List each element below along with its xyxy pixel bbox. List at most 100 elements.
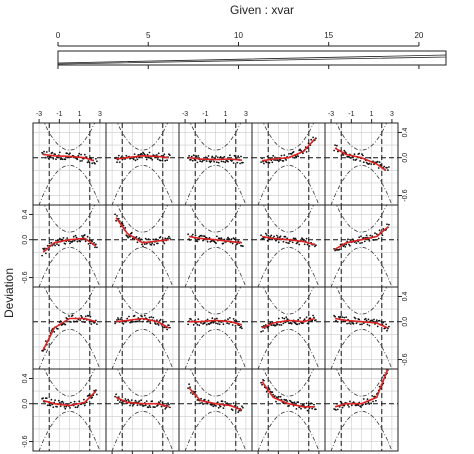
panel-r4-c5 bbox=[324, 368, 399, 452]
data-point bbox=[349, 244, 351, 247]
data-point bbox=[386, 223, 388, 226]
data-point bbox=[134, 399, 137, 402]
data-point bbox=[216, 235, 218, 238]
data-point bbox=[359, 160, 361, 162]
data-point bbox=[279, 235, 282, 238]
data-point bbox=[151, 400, 154, 402]
data-point bbox=[342, 320, 345, 323]
data-point bbox=[237, 155, 240, 158]
data-point bbox=[214, 318, 216, 320]
data-point bbox=[95, 389, 97, 392]
data-point bbox=[61, 158, 64, 161]
data-point bbox=[64, 242, 67, 245]
data-point bbox=[361, 153, 363, 156]
data-point bbox=[359, 242, 361, 245]
data-point bbox=[57, 328, 59, 330]
given-title: Given : xvar bbox=[230, 3, 294, 17]
data-point bbox=[382, 321, 385, 324]
data-point bbox=[155, 323, 157, 325]
data-point bbox=[55, 158, 57, 161]
data-point bbox=[62, 402, 65, 404]
data-point bbox=[156, 242, 159, 245]
panel-plot-area bbox=[325, 123, 398, 205]
data-point bbox=[187, 157, 190, 159]
data-point bbox=[64, 158, 67, 161]
data-point bbox=[117, 317, 119, 319]
data-point bbox=[222, 242, 225, 245]
data-point bbox=[368, 162, 371, 165]
data-point bbox=[314, 245, 316, 248]
data-point bbox=[130, 321, 132, 324]
data-point bbox=[168, 235, 170, 238]
data-point bbox=[129, 404, 131, 407]
data-point bbox=[61, 238, 64, 241]
data-point bbox=[188, 155, 191, 157]
data-point bbox=[83, 153, 86, 156]
data-point bbox=[194, 159, 197, 162]
data-point bbox=[277, 160, 280, 163]
data-point bbox=[144, 404, 147, 407]
y-tick-label-right: -0.6 bbox=[402, 353, 409, 365]
data-point bbox=[341, 316, 344, 318]
data-point bbox=[127, 398, 129, 401]
panel-plot-area bbox=[179, 205, 252, 287]
y-tick-label-right: -0.6 bbox=[402, 189, 409, 201]
data-point bbox=[114, 213, 116, 216]
data-point bbox=[207, 399, 210, 402]
data-point bbox=[77, 154, 80, 157]
data-point bbox=[276, 323, 279, 326]
outer-axes: -3-113-3-113-3-113-3-113-3-1130.40.0-0.6… bbox=[22, 111, 409, 454]
data-point bbox=[79, 160, 82, 162]
y-tick-label-right: 0.0 bbox=[402, 153, 409, 163]
data-point bbox=[131, 321, 134, 323]
data-point bbox=[232, 318, 235, 320]
y-tick-label-right: 0.4 bbox=[402, 291, 409, 301]
data-point bbox=[355, 158, 358, 161]
data-point bbox=[357, 404, 360, 407]
data-point bbox=[239, 162, 242, 165]
data-point bbox=[312, 314, 314, 317]
data-point bbox=[378, 229, 381, 232]
data-point bbox=[64, 407, 67, 410]
panel-plot-area bbox=[106, 369, 179, 451]
data-point bbox=[233, 238, 236, 241]
data-point bbox=[377, 237, 380, 240]
data-point bbox=[310, 402, 313, 405]
data-point bbox=[200, 397, 203, 400]
data-point bbox=[151, 158, 154, 161]
data-point bbox=[266, 239, 269, 242]
data-point bbox=[289, 240, 291, 243]
data-point bbox=[285, 159, 288, 161]
given-intervals bbox=[57, 54, 447, 65]
data-point bbox=[280, 154, 283, 157]
data-point bbox=[145, 158, 148, 161]
data-point bbox=[191, 159, 194, 162]
data-point bbox=[161, 325, 164, 328]
panel-r4-c1 bbox=[32, 368, 107, 452]
data-point bbox=[150, 316, 153, 318]
y-tick-label-left: 0.0 bbox=[22, 235, 29, 245]
data-point bbox=[352, 158, 355, 161]
data-point bbox=[58, 237, 61, 240]
data-point bbox=[121, 222, 124, 225]
data-point bbox=[187, 387, 190, 389]
data-point bbox=[41, 151, 43, 154]
data-point bbox=[203, 235, 206, 238]
panel-r2-c4 bbox=[251, 204, 326, 288]
y-axis-label: Deviation bbox=[2, 268, 16, 318]
data-point bbox=[274, 395, 276, 397]
data-point bbox=[280, 324, 283, 326]
data-point bbox=[227, 236, 229, 239]
y-tick-label-left: 0.4 bbox=[22, 373, 29, 383]
y-tick-label-left: 0.4 bbox=[22, 209, 29, 219]
data-point bbox=[66, 237, 69, 240]
data-point bbox=[163, 242, 166, 245]
data-point bbox=[83, 398, 85, 401]
data-point bbox=[138, 400, 141, 402]
data-point bbox=[376, 325, 379, 328]
data-point bbox=[206, 240, 209, 243]
data-point bbox=[222, 323, 225, 326]
data-point bbox=[213, 160, 216, 163]
panel-grid bbox=[32, 122, 399, 452]
data-point bbox=[305, 316, 308, 319]
